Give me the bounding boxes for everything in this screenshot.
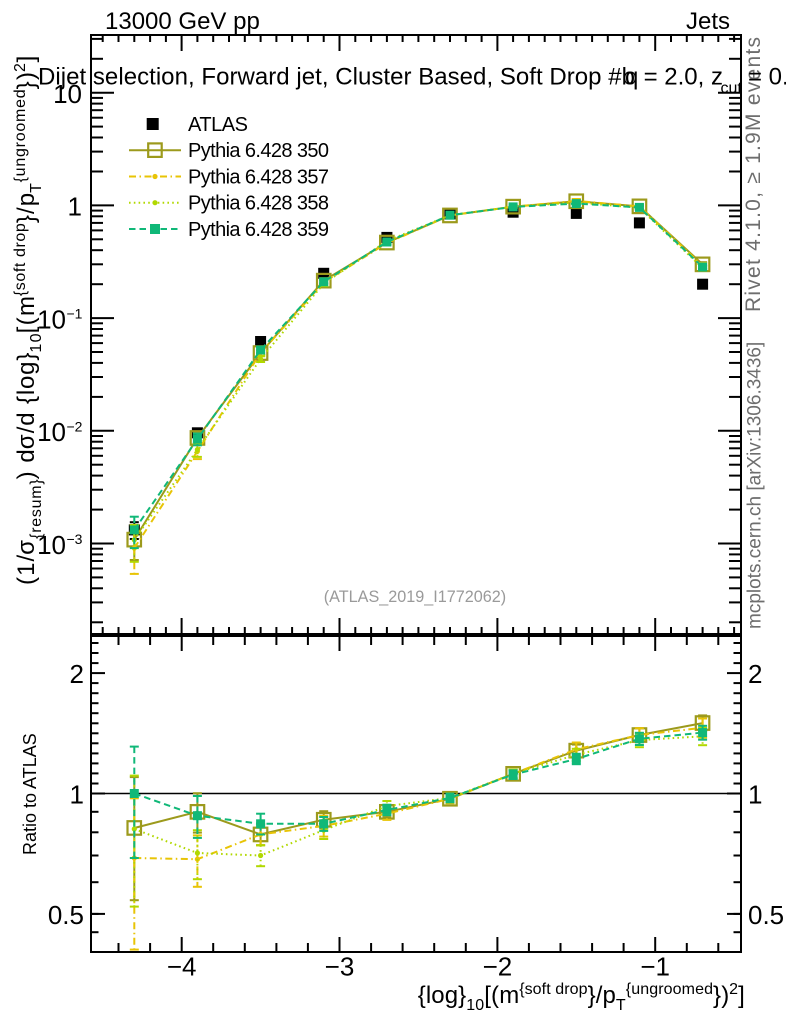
svg-text:{log}: {log} bbox=[418, 982, 467, 1009]
svg-text:}): }) bbox=[13, 72, 40, 89]
svg-text:Rivet 4.1.0, ≥ 1.9M events: Rivet 4.1.0, ≥ 1.9M events bbox=[742, 37, 765, 312]
svg-text:(1/: (1/ bbox=[13, 554, 40, 585]
svg-text:10: 10 bbox=[37, 417, 66, 447]
svg-text:σ: σ bbox=[13, 540, 40, 555]
svg-text:2: 2 bbox=[70, 659, 84, 689]
svg-text:−4: −4 bbox=[167, 952, 197, 982]
svg-text:) d: ) d bbox=[13, 449, 40, 479]
svg-text:T: T bbox=[28, 183, 45, 193]
svg-text:= 0.1: = 0.1 bbox=[748, 64, 786, 91]
svg-text:{soft drop: {soft drop bbox=[12, 223, 29, 296]
svg-text:ATLAS: ATLAS bbox=[188, 114, 248, 136]
svg-text:0.5: 0.5 bbox=[48, 900, 84, 930]
svg-text:10: 10 bbox=[53, 79, 82, 109]
svg-text:{ungroomed: {ungroomed bbox=[12, 89, 29, 182]
svg-text:1: 1 bbox=[68, 192, 82, 222]
svg-text:T: T bbox=[616, 997, 626, 1014]
svg-text:2: 2 bbox=[12, 63, 29, 72]
svg-text:−2: −2 bbox=[483, 952, 513, 982]
svg-text:[(m: [(m bbox=[484, 982, 519, 1009]
svg-text:σ: σ bbox=[13, 434, 40, 449]
svg-text:[(m: [(m bbox=[13, 296, 40, 333]
svg-text:10: 10 bbox=[28, 333, 45, 352]
svg-text:Pythia 6.428 359: Pythia 6.428 359 bbox=[188, 219, 329, 241]
svg-text:}/p: }/p bbox=[13, 193, 40, 223]
svg-text:Jets: Jets bbox=[686, 8, 730, 35]
svg-text:−3: −3 bbox=[67, 531, 83, 547]
svg-text:10: 10 bbox=[37, 304, 66, 334]
svg-text:cut: cut bbox=[721, 80, 743, 97]
svg-text:q: q bbox=[625, 64, 638, 91]
svg-text:Pythia 6.428 350: Pythia 6.428 350 bbox=[188, 140, 329, 162]
svg-text:10: 10 bbox=[37, 530, 66, 560]
svg-text:= 2.0, z: = 2.0, z bbox=[644, 64, 723, 91]
svg-text:{resum}: {resum} bbox=[28, 479, 45, 539]
svg-text:2: 2 bbox=[729, 981, 738, 998]
svg-text:}/p: }/p bbox=[588, 982, 616, 1009]
svg-text:−1: −1 bbox=[640, 952, 670, 982]
svg-text:{soft drop: {soft drop bbox=[519, 981, 587, 998]
svg-text:Ratio to ATLAS: Ratio to ATLAS bbox=[20, 733, 40, 855]
svg-text:1: 1 bbox=[748, 780, 762, 810]
svg-text:0.5: 0.5 bbox=[748, 900, 784, 930]
svg-text:]: ] bbox=[13, 56, 40, 63]
svg-text:Dijet selection, Forward jet,: Dijet selection, Forward jet, Cluster Ba… bbox=[38, 64, 635, 91]
svg-text:2: 2 bbox=[748, 659, 762, 689]
svg-text:}): }) bbox=[713, 982, 729, 1009]
svg-text:−3: −3 bbox=[325, 952, 355, 982]
svg-text:mcplots.cern.ch [arXiv:1306.34: mcplots.cern.ch [arXiv:1306.3436] bbox=[745, 342, 766, 629]
svg-text:(ATLAS_2019_I1772062): (ATLAS_2019_I1772062) bbox=[324, 588, 506, 606]
svg-text:{ungroomed: {ungroomed bbox=[626, 981, 713, 998]
svg-text:/d {log}: /d {log} bbox=[13, 353, 40, 434]
svg-text:−2: −2 bbox=[67, 418, 83, 434]
svg-text:]: ] bbox=[738, 982, 745, 1009]
svg-text:Pythia 6.428 358: Pythia 6.428 358 bbox=[188, 193, 329, 215]
svg-text:Pythia 6.428 357: Pythia 6.428 357 bbox=[188, 167, 329, 189]
svg-text:13000 GeV pp: 13000 GeV pp bbox=[105, 8, 260, 35]
svg-text:−1: −1 bbox=[67, 306, 83, 322]
svg-text:10: 10 bbox=[466, 997, 484, 1014]
svg-text:1: 1 bbox=[70, 780, 84, 810]
